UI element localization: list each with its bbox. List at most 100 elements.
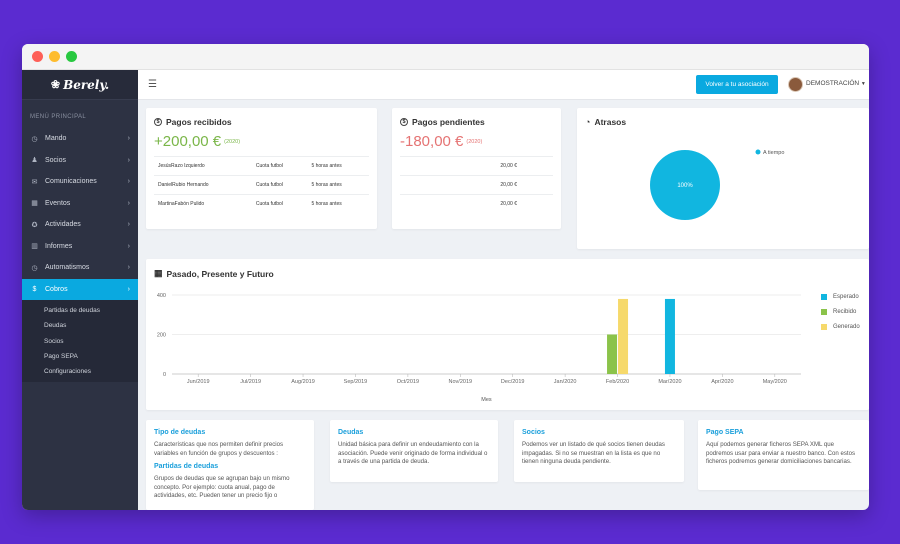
pending-amount: -180,00 € (2020) [400,133,483,150]
sidebar-item-label: Comunicaciones [45,178,97,186]
sidebar-item-informes[interactable]: ▥ Informes › [22,236,138,258]
x-tick-label: Aug/2019 [291,379,315,385]
sidebar-item-mando[interactable]: ◷ Mando › [22,128,138,150]
legend-swatch [821,324,827,330]
card-title: Atrasos [594,117,627,127]
menu-title: MENÚ PRINCIPAL [30,114,87,120]
clock-icon: ◔ [585,117,591,127]
submenu-cobros: Partidas de deudas Deudas Socios Pago SE… [22,300,138,383]
logo[interactable]: ❀ Berely. [22,70,138,100]
user-menu[interactable]: DEMOSTRACIÓN ▼ [806,80,866,87]
received-amount: +200,00 € (2020) [154,133,241,150]
x-tick-label: Dec/2019 [501,379,525,385]
sidebar-item-eventos[interactable]: ▦ Eventos › [22,193,138,215]
back-to-association-button[interactable]: Volver a tu asociación [696,75,778,94]
pagos-pendientes-card: $ Pagos pendientes -180,00 € (2020) 20,00 … [392,108,561,229]
calendar-icon: ▦ [31,200,38,208]
card-title: Pagos pendientes [412,117,485,127]
info-text: Unidad básica para definir un endeudamie… [338,441,488,465]
sidebar-item-label: Informes [45,242,73,250]
chart-legend: Esperado Recibido Generado [821,294,860,339]
sidebar-item-label: Cobros [45,285,68,293]
table-row[interactable]: JesúsRazo Izquierdo Cuota futbol 5 horas a… [154,156,369,176]
info-card-tipo-deudas: Tipo de deudas Características que nos p… [146,420,314,510]
pagos-recibidos-card: $ Pagos recibidos +200,00 € (2020) JesúsRa… [146,108,377,229]
table-row[interactable]: 20,00 € [400,156,553,176]
submenu-item-partidas[interactable]: Partidas de deudas [44,307,101,314]
chart-title: Pasado, Presente y Futuro [166,268,274,279]
caret-down-icon: ▼ [860,81,866,87]
info-title[interactable]: Socios [522,429,545,436]
info-subtitle[interactable]: Partidas de deudas [154,463,219,470]
card-title: Pagos recibidos [166,117,232,127]
users-icon: ♟ [31,157,38,165]
info-card-pago-sepa: Pago SEPA Aquí podemos generar ficheros … [698,420,869,490]
sidebar-item-label: Actividades [45,221,81,229]
info-text: Aquí podemos generar ficheros SEPA XML q… [706,441,856,465]
clock-icon: ◷ [31,135,38,143]
pie-slice-a-tiempo[interactable] [650,150,720,220]
info-text: Podemos ver un listado de qué socios tie… [522,441,665,465]
x-tick-label: Feb/2020 [606,379,629,385]
bar-generado[interactable] [618,298,629,374]
chevron-right-icon: › [127,264,130,272]
table-row[interactable]: 20,00 € [400,194,553,214]
sidebar-item-label: Socios [45,156,67,164]
info-card-deudas: Deudas Unidad básica para definir un end… [330,420,498,482]
sidebar-item-comunicaciones[interactable]: ✉ Comunicaciones › [22,171,138,193]
chevron-right-icon: › [127,199,130,207]
maximize-window-icon[interactable] [66,51,77,62]
x-tick-label: Jan/2020 [554,379,577,385]
clock-icon: ◷ [31,264,38,272]
sidebar-item-label: Eventos [45,199,71,207]
info-title[interactable]: Pago SEPA [706,429,744,436]
legend-item-recibido[interactable]: Recibido [821,309,860,315]
minimize-window-icon[interactable] [49,51,60,62]
sidebar-item-cobros[interactable]: $ Cobros › [22,278,138,300]
info-title[interactable]: Tipo de deudas [154,429,206,436]
submenu-item-pago-sepa[interactable]: Pago SEPA [44,352,78,360]
atrasos-card: ◔ Atrasos 100% A tiempo [577,108,869,249]
menu-toggle-icon[interactable]: ☰ [148,79,157,90]
received-table: JesúsRazo Izquierdo Cuota futbol 5 horas a… [154,156,369,214]
x-tick-label: Mar/2020 [658,379,681,385]
table-row[interactable]: MartinaFabón Pulido Cuota futbol 5 horas a… [154,194,369,214]
sidebar-item-actividades[interactable]: ✪ Actividades › [22,214,138,236]
info-text: Grupos de deudas que se agrupan bajo un … [154,475,290,499]
chevron-right-icon: › [127,221,130,229]
close-window-icon[interactable] [32,51,43,62]
app-window: ❀ Berely. MENÚ PRINCIPAL ◷ Mando › ♟ Socios ›… [22,44,869,510]
title-bar [22,44,869,70]
chart-card: ▦ Pasado, Presente y Futuro 0 200 400 Jun/20… [146,259,869,410]
y-tick-label: 0 [163,372,166,378]
logo-text: Berely. [63,77,110,92]
star-icon: ✪ [31,221,38,229]
logo-icon: ❀ [50,78,61,91]
chevron-right-icon: › [127,178,130,186]
bar-recibido[interactable] [607,334,618,375]
sidebar-item-socios[interactable]: ♟ Socios › [22,150,138,172]
info-title[interactable]: Deudas [338,429,364,436]
x-tick-label: Nov/2019 [449,379,473,385]
avatar[interactable] [788,77,803,92]
x-axis-label: Mes [481,397,492,403]
y-tick-label: 400 [157,293,166,299]
dollar-icon: $ [32,285,37,293]
legend-item-generado[interactable]: Generado [821,324,860,330]
submenu-item-configuraciones[interactable]: Configuraciones [44,368,91,376]
legend-item-esperado[interactable]: Esperado [821,294,860,300]
year-label: (2020) [224,139,241,146]
atrasos-pie-chart: 100% A tiempo [650,149,784,220]
submenu-item-socios[interactable]: Socios [44,337,64,345]
chevron-right-icon: › [127,135,130,143]
table-row[interactable]: 20,00 € [400,175,553,195]
submenu-item-deudas[interactable]: Deudas [44,322,67,330]
x-tick-label: Oct/2019 [397,379,419,385]
table-row[interactable]: DanielRubio Hernando Cuota futbol 5 horas … [154,175,369,195]
chart-icon: ▥ [31,243,38,251]
legend-swatch [755,149,761,155]
sidebar-item-automatismos[interactable]: ◷ Automatismos › [22,257,138,279]
legend-swatch [821,294,827,300]
x-tick-label: Apr/2020 [711,379,733,385]
bar-esperado[interactable] [664,298,675,374]
